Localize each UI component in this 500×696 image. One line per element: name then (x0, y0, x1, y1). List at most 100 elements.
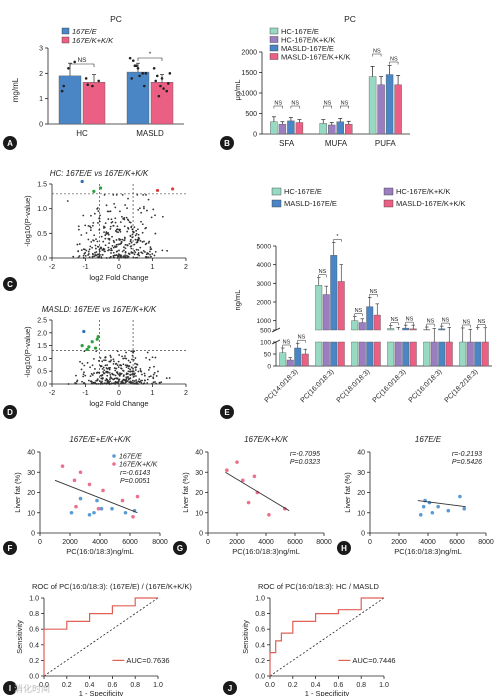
bar (328, 124, 336, 135)
background-point (138, 378, 141, 381)
significance-label: NS (370, 289, 378, 295)
highlight-point (90, 340, 94, 344)
background-point (87, 253, 90, 255)
bar-chart-B: 0 500 1000 1500 2000 SFA MUFA PUFA PC μg/mL HC-167… (233, 14, 410, 148)
data-point (73, 60, 77, 64)
background-point (97, 210, 100, 212)
significance-label: NS (291, 101, 299, 107)
background-point (115, 362, 118, 365)
x-tick-label: 2000 (229, 539, 245, 546)
bar (474, 341, 482, 367)
panel-letter-C: C (3, 277, 17, 291)
background-point (107, 218, 110, 220)
background-point (123, 216, 126, 219)
background-point (128, 365, 131, 367)
background-point (84, 374, 87, 377)
background-point (116, 225, 119, 228)
background-point (150, 216, 153, 219)
background-point (83, 381, 85, 384)
background-point (103, 193, 106, 196)
fit-line (225, 471, 290, 512)
background-point (147, 198, 150, 201)
y-tick-label: 0 (31, 531, 35, 538)
background-point (153, 254, 156, 257)
data-point (91, 84, 94, 88)
background-point (110, 377, 113, 380)
background-point (110, 249, 112, 252)
background-point (117, 243, 120, 246)
background-point (136, 256, 139, 259)
background-point (104, 234, 107, 237)
background-point (130, 366, 133, 369)
background-point (155, 382, 158, 385)
y-tick-label: 0.4 (29, 642, 39, 649)
stat-p: P=0.5426 (452, 459, 482, 466)
background-point (123, 225, 126, 228)
highlight-point (87, 345, 91, 349)
background-point (146, 351, 149, 354)
background-point (152, 373, 155, 376)
bar (385, 74, 394, 135)
y-tick-label: 10 (357, 510, 365, 517)
x-tick-label: 0.0 (39, 682, 49, 689)
background-point (137, 228, 139, 231)
background-point (119, 230, 122, 233)
background-point (93, 357, 95, 360)
y-tick-label: 0.0 (255, 674, 265, 681)
background-point (116, 364, 119, 367)
background-point (119, 382, 122, 385)
correlation-plot-G: 167E/K+K/K 0 10 20 30 40 0 2000 4000 6000 8000 PC(1… (181, 435, 332, 556)
background-point (125, 380, 128, 383)
background-point (147, 242, 150, 244)
background-point (110, 247, 113, 250)
background-point (107, 233, 110, 236)
background-point (106, 364, 109, 366)
significance-label: NS (355, 308, 363, 314)
bar (278, 123, 287, 135)
background-point (80, 249, 83, 252)
background-point (136, 193, 139, 196)
x-tick-label: 0 (368, 539, 372, 546)
background-point (129, 373, 132, 376)
background-point (110, 359, 112, 361)
background-point (104, 379, 107, 382)
significance-bracket (137, 57, 163, 61)
background-point (161, 215, 164, 218)
y-tick-label: 2 (39, 71, 43, 78)
x-category-label: PC(16:0/18:3) (300, 368, 336, 404)
background-point (143, 240, 145, 243)
background-point (146, 378, 149, 381)
background-point (89, 226, 92, 229)
background-point (85, 232, 88, 234)
data-point (136, 66, 140, 70)
data-point (133, 64, 137, 68)
legend-label: MASLD-167E/E (284, 199, 337, 208)
background-point (141, 379, 143, 382)
data-point (69, 510, 74, 515)
significance-bracket (477, 324, 486, 328)
background-point (129, 238, 132, 241)
legend-label: MASLD-167E/K+K/K (281, 53, 350, 62)
data-point (96, 506, 101, 511)
background-point (136, 383, 139, 385)
y-axis-label: Liver fat (%) (181, 472, 190, 513)
significance-bracket (297, 339, 306, 343)
background-point (89, 375, 92, 378)
background-point (93, 381, 95, 384)
legend-swatch (269, 27, 279, 35)
panel-letter-text: E (224, 408, 230, 417)
significance-bracket (390, 322, 399, 326)
background-point (89, 245, 92, 248)
background-point (116, 372, 119, 375)
background-point (108, 256, 111, 259)
legend-label: 167E/E (72, 27, 98, 36)
background-point (140, 251, 143, 254)
background-point (107, 371, 109, 374)
y-tick-label: 1.5 (37, 182, 47, 189)
background-point (120, 367, 122, 370)
x-tick-label: 0 (117, 264, 121, 271)
background-point (143, 379, 146, 382)
background-point (161, 249, 164, 252)
background-point (129, 361, 132, 364)
background-point (126, 244, 129, 247)
